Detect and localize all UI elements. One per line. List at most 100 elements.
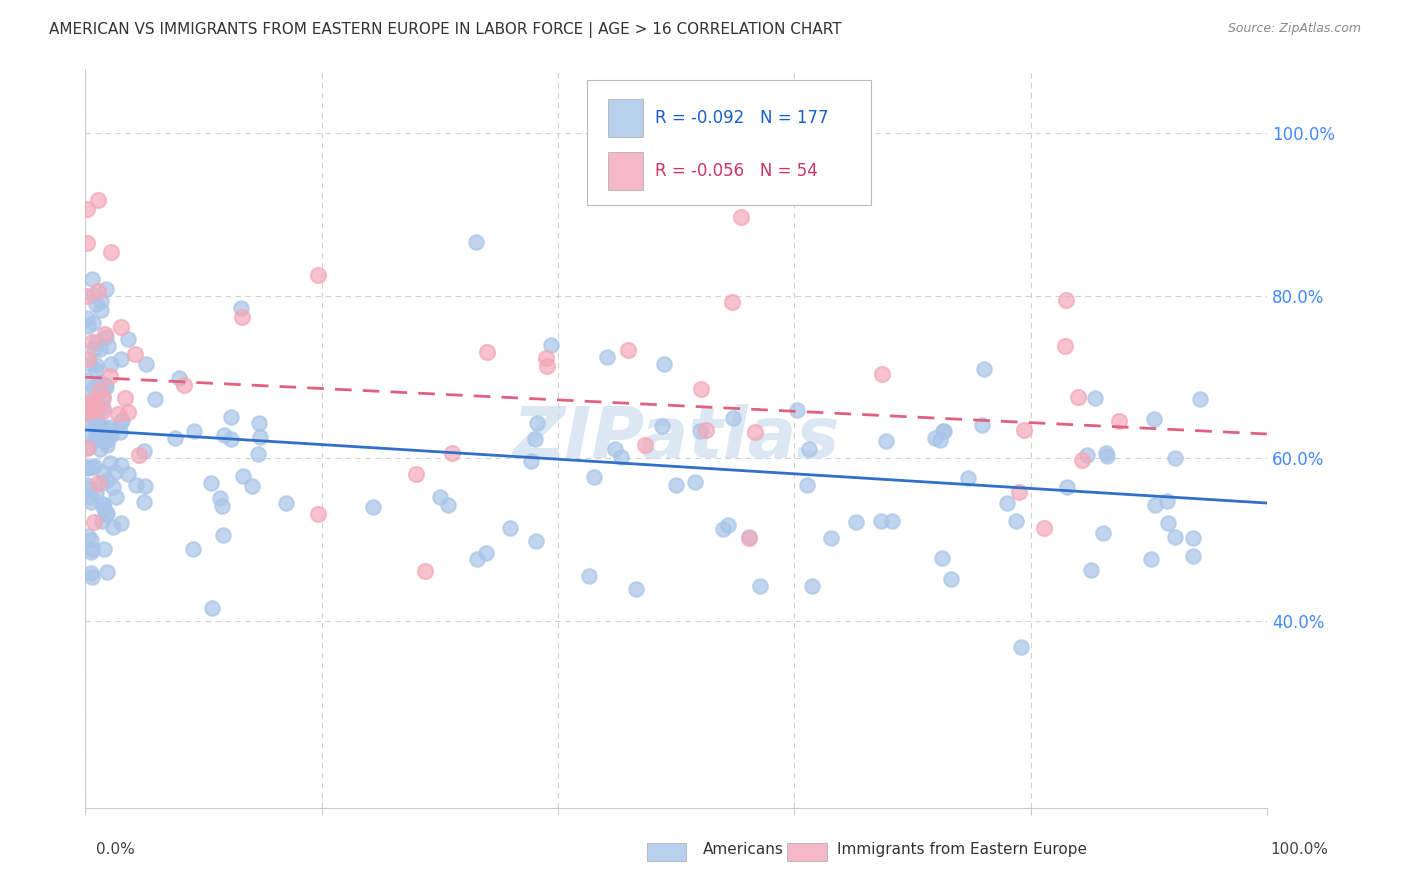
Point <box>1189 392 1212 407</box>
Point <box>875 434 897 448</box>
Bar <box>607 152 643 190</box>
Point <box>110 458 132 472</box>
Point <box>79 429 101 443</box>
Point <box>610 450 633 464</box>
Point <box>114 392 136 406</box>
Point <box>80 495 103 509</box>
Point <box>80 490 103 504</box>
Point <box>93 497 115 511</box>
Point <box>361 500 384 515</box>
Point <box>183 425 205 439</box>
Point <box>110 415 132 429</box>
Point <box>307 508 329 522</box>
Point <box>870 367 893 381</box>
Point <box>103 520 125 534</box>
Point <box>100 369 122 384</box>
Point <box>76 202 98 216</box>
Point <box>208 491 231 505</box>
Point <box>93 541 115 556</box>
Point <box>970 417 993 432</box>
Point <box>437 498 460 512</box>
Point <box>616 343 638 357</box>
Point <box>1182 549 1205 563</box>
Point <box>111 412 134 426</box>
Point <box>730 210 752 224</box>
Point <box>1156 494 1178 508</box>
Point <box>80 397 103 411</box>
Point <box>181 541 204 556</box>
Point <box>799 442 821 456</box>
Point <box>413 564 436 578</box>
Point <box>1143 411 1166 425</box>
Point <box>89 343 111 357</box>
Text: R = -0.092   N = 177: R = -0.092 N = 177 <box>655 109 828 127</box>
Point <box>582 469 605 483</box>
Point <box>405 467 427 482</box>
Point <box>84 401 107 416</box>
Point <box>800 579 823 593</box>
Point <box>1014 423 1036 437</box>
Point <box>695 423 717 437</box>
Point <box>1080 563 1102 577</box>
Point <box>93 376 115 391</box>
Point <box>75 406 97 420</box>
Point <box>80 394 103 409</box>
Point <box>931 424 953 438</box>
Point <box>247 416 270 430</box>
Text: 0.0%: 0.0% <box>96 842 135 856</box>
Point <box>91 476 114 491</box>
Point <box>820 532 842 546</box>
Point <box>84 363 107 377</box>
Point <box>86 193 108 207</box>
Text: ZIPatlas: ZIPatlas <box>512 403 839 473</box>
Point <box>76 461 98 475</box>
Point <box>82 409 104 423</box>
Point <box>475 546 498 560</box>
Point <box>125 477 148 491</box>
Point <box>93 498 115 512</box>
Point <box>87 285 110 299</box>
Point <box>83 420 105 434</box>
Point <box>94 282 117 296</box>
Text: Americans: Americans <box>703 842 785 856</box>
Point <box>464 235 486 249</box>
Text: 100.0%: 100.0% <box>1271 842 1329 856</box>
Point <box>924 431 946 445</box>
Point <box>97 419 120 434</box>
Point <box>689 425 711 439</box>
Point <box>536 359 558 374</box>
Point <box>86 476 108 491</box>
Point <box>110 516 132 531</box>
Point <box>96 438 118 452</box>
Point <box>1164 450 1187 465</box>
Point <box>219 433 242 447</box>
Point <box>869 514 891 528</box>
Point <box>76 478 98 492</box>
Point <box>167 371 190 385</box>
Point <box>93 378 115 392</box>
Point <box>91 401 114 416</box>
Point <box>526 417 548 431</box>
Point <box>578 569 600 583</box>
Bar <box>607 99 643 136</box>
Point <box>97 422 120 436</box>
Point <box>211 499 233 513</box>
Point <box>231 310 253 324</box>
Point <box>84 297 107 311</box>
Point <box>652 357 675 371</box>
Point <box>721 411 744 425</box>
Point <box>82 287 104 301</box>
Point <box>957 471 980 485</box>
Point <box>689 382 711 396</box>
Point <box>84 358 107 372</box>
Point <box>94 432 117 446</box>
Point <box>117 332 139 346</box>
Point <box>101 480 124 494</box>
Point <box>76 236 98 251</box>
Point <box>634 438 657 452</box>
Point <box>1067 390 1090 404</box>
Point <box>82 570 104 584</box>
Point <box>941 572 963 586</box>
Text: AMERICAN VS IMMIGRANTS FROM EASTERN EUROPE IN LABOR FORCE | AGE > 16 CORRELATION: AMERICAN VS IMMIGRANTS FROM EASTERN EURO… <box>49 22 842 38</box>
Point <box>98 456 121 470</box>
